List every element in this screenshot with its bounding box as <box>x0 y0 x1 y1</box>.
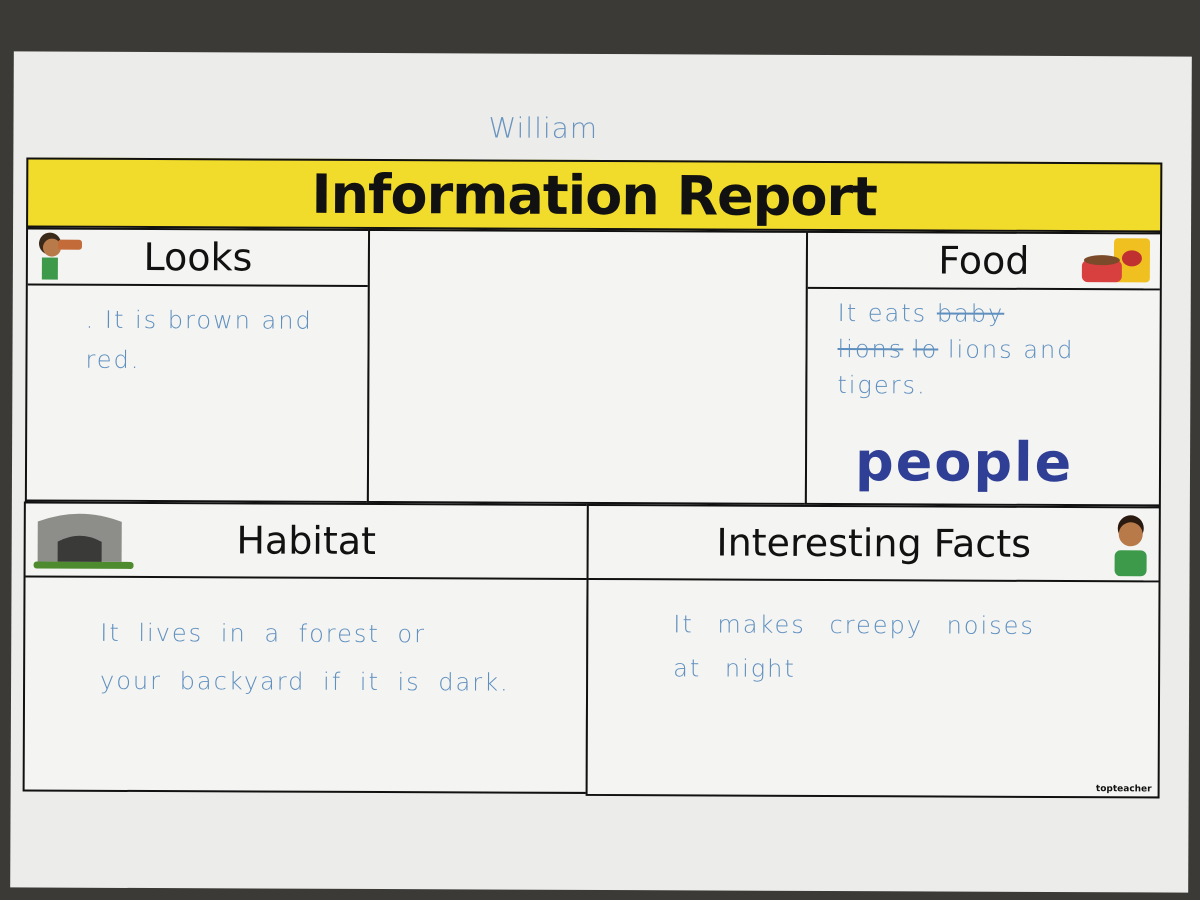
worksheet-paper: William Information Report Looks . It is… <box>10 51 1192 893</box>
food-marker-word: people <box>854 430 1074 495</box>
habitat-line-1: It lives in a forest or <box>100 618 427 649</box>
food-text: It eats baby lions lo lions and tigers. <box>837 295 1157 404</box>
looks-text: . It is brown and red. <box>85 305 313 374</box>
facts-line-1: It makes creepy noises <box>673 610 1036 640</box>
food-line-1: It eats <box>837 299 928 328</box>
brand-logo: topteacher <box>1095 784 1152 795</box>
facts-heading: Interesting Facts <box>588 505 1159 583</box>
food-struck-word: baby <box>936 299 1005 328</box>
pet-food-icon <box>1081 238 1151 283</box>
food-section: Food It eats baby lions lo lions and tig… <box>804 230 1163 507</box>
facts-line-2: at night <box>673 654 796 683</box>
food-line-2: lions and <box>947 335 1075 365</box>
title-bar: Information Report <box>26 157 1163 233</box>
facts-text: It makes creepy noises at night <box>673 602 1035 692</box>
food-struck-word: lo <box>912 335 939 364</box>
page-title: Information Report <box>311 162 878 228</box>
food-line-3: tigers. <box>837 371 927 400</box>
food-struck-word: lions <box>837 335 904 364</box>
facts-section: Interesting Facts It makes creepy noises… <box>585 503 1161 799</box>
binoculars-child-icon <box>38 232 82 280</box>
student-name: William <box>488 111 599 145</box>
thinking-child-icon <box>1114 515 1147 577</box>
habitat-line-2: your backyard if it is dark. <box>100 666 510 697</box>
habitat-section: Habitat It lives in a forest or your bac… <box>22 501 589 794</box>
cave-icon <box>33 513 134 569</box>
drawing-area <box>366 228 809 505</box>
looks-section: Looks . It is brown and red. <box>24 227 371 503</box>
habitat-text: It lives in a forest or your backyard if… <box>100 609 510 707</box>
